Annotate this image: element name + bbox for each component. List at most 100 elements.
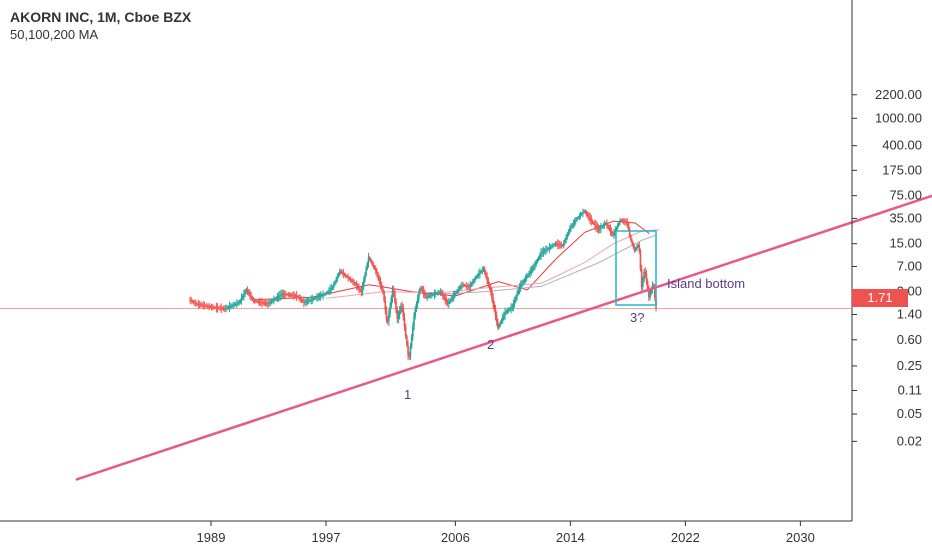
candle-body xyxy=(625,222,627,223)
candle-body xyxy=(301,300,304,302)
candle-body xyxy=(583,210,585,213)
indicator-label[interactable]: 50,100,200 MA xyxy=(10,27,99,42)
candle-body xyxy=(504,312,506,315)
candle-body xyxy=(336,276,339,280)
candle-body xyxy=(612,233,614,236)
candle-body xyxy=(457,289,460,291)
candle-body xyxy=(481,269,484,272)
candle-body xyxy=(564,239,566,243)
candle-body xyxy=(416,298,419,305)
candle-body xyxy=(572,223,575,226)
candle-body xyxy=(561,245,564,247)
candle-body xyxy=(409,346,412,357)
candle-body xyxy=(348,278,351,280)
candle-body xyxy=(628,229,631,236)
candle-body xyxy=(297,296,299,298)
candle-body xyxy=(534,264,536,267)
x-axis[interactable]: 1989 1997 2006 2014 2022 2030 xyxy=(197,521,815,545)
candle-body xyxy=(491,291,493,298)
candle-body xyxy=(523,280,526,282)
y-tick-label: 1000.00 xyxy=(875,110,922,125)
candle-body xyxy=(470,283,473,286)
candle-body xyxy=(630,235,632,241)
candle-body xyxy=(295,295,298,297)
candle-body xyxy=(505,311,508,313)
candle-body xyxy=(467,286,469,288)
candle-body xyxy=(269,302,272,304)
candle-body xyxy=(604,222,607,225)
moving-average-50 xyxy=(254,220,650,301)
candle-body xyxy=(644,271,647,274)
candle-body xyxy=(582,212,584,214)
y-tick-label: 15.00 xyxy=(889,236,922,251)
candle-body xyxy=(279,295,281,297)
candle-body xyxy=(428,295,431,297)
candle-body xyxy=(517,290,520,294)
candle-body xyxy=(410,336,413,347)
candle-body xyxy=(499,322,502,326)
candle-body xyxy=(196,303,199,305)
candle-body xyxy=(495,315,498,322)
candle-body xyxy=(421,288,424,291)
candle-body xyxy=(370,259,372,262)
candle-body xyxy=(453,293,456,296)
candle-body xyxy=(433,294,436,295)
candle-body xyxy=(204,305,207,307)
candle-body xyxy=(395,301,397,311)
candle-body xyxy=(430,295,432,297)
candle-body xyxy=(640,269,643,288)
candle-body xyxy=(426,296,429,298)
candle-body xyxy=(326,291,329,293)
candle-body xyxy=(548,247,551,249)
candle-body xyxy=(637,244,639,247)
candle-body xyxy=(234,303,237,305)
support-trendline xyxy=(75,194,932,481)
candle-body xyxy=(483,268,486,273)
candle-body xyxy=(519,285,522,288)
y-tick-label: 0.25 xyxy=(897,358,922,373)
candle-body xyxy=(418,293,420,299)
candle-body xyxy=(355,284,358,287)
candle-body xyxy=(202,305,205,306)
candle-body xyxy=(392,290,395,293)
candle-body xyxy=(220,308,222,309)
candle-body xyxy=(309,300,311,301)
candle-body xyxy=(191,301,194,302)
candle-body xyxy=(347,277,349,279)
candle-body xyxy=(642,279,644,288)
candle-body xyxy=(263,302,266,304)
candle-body xyxy=(626,222,629,224)
symbol-title[interactable]: AKORN INC, 1M, Cboe BZX xyxy=(10,9,192,25)
candle-body xyxy=(476,275,479,277)
candle-body xyxy=(364,274,366,281)
candle-body xyxy=(597,228,600,230)
candle-body xyxy=(353,282,355,284)
candle-body xyxy=(591,221,594,223)
candle-body xyxy=(462,284,464,286)
candle-body xyxy=(366,263,369,269)
candle-body xyxy=(340,271,342,273)
candle-body xyxy=(331,287,334,289)
candle-body xyxy=(592,222,595,224)
candle-body xyxy=(452,295,455,298)
candle-body xyxy=(238,302,240,304)
candle-body xyxy=(512,303,515,307)
candle-body xyxy=(432,294,435,296)
candle-body xyxy=(306,301,309,302)
candle-body xyxy=(594,223,596,226)
candle-body xyxy=(262,302,264,304)
candle-body xyxy=(384,300,387,310)
candle-body xyxy=(602,225,605,227)
candle-body xyxy=(525,276,528,279)
moving-average-200 xyxy=(426,234,657,296)
candle-body xyxy=(313,298,316,300)
candle-body xyxy=(383,291,385,301)
candle-body xyxy=(546,249,548,250)
y-axis[interactable]: 2200.00 1000.00 400.00 175.00 75.00 35.00 15.0… xyxy=(852,87,922,449)
y-tick-label: 0.02 xyxy=(897,433,922,448)
candle-body xyxy=(424,293,426,296)
candle-body xyxy=(553,244,556,246)
candle-body xyxy=(439,291,442,293)
candle-body xyxy=(407,345,409,355)
